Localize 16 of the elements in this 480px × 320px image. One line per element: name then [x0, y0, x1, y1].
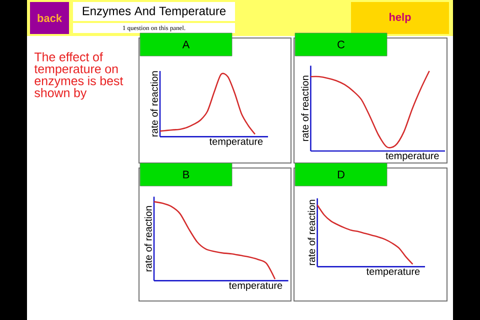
chart-title: B — [183, 170, 190, 178]
text: help — [390, 12, 411, 24]
chart-title: A — [182, 40, 190, 48]
x-axis-title: temperature — [210, 138, 263, 147]
text: Enzymes And Temperature — [82, 6, 226, 18]
x-axis-title: temperature — [386, 152, 439, 162]
x-axis-title: temperature — [366, 268, 420, 277]
y-axis-title: rate of reaction — [308, 200, 316, 266]
y-axis-title: rate of reaction — [301, 76, 309, 141]
text: The effect of temperature on enzymes is best shown by — [34, 52, 124, 100]
x-axis-title: temperature — [229, 282, 282, 291]
y-axis-title: rate of reaction — [150, 71, 158, 136]
chart-title: D — [338, 170, 344, 178]
text: back — [38, 14, 62, 22]
chart-title: C — [338, 40, 345, 48]
y-axis-title: rate of reaction — [144, 206, 152, 272]
